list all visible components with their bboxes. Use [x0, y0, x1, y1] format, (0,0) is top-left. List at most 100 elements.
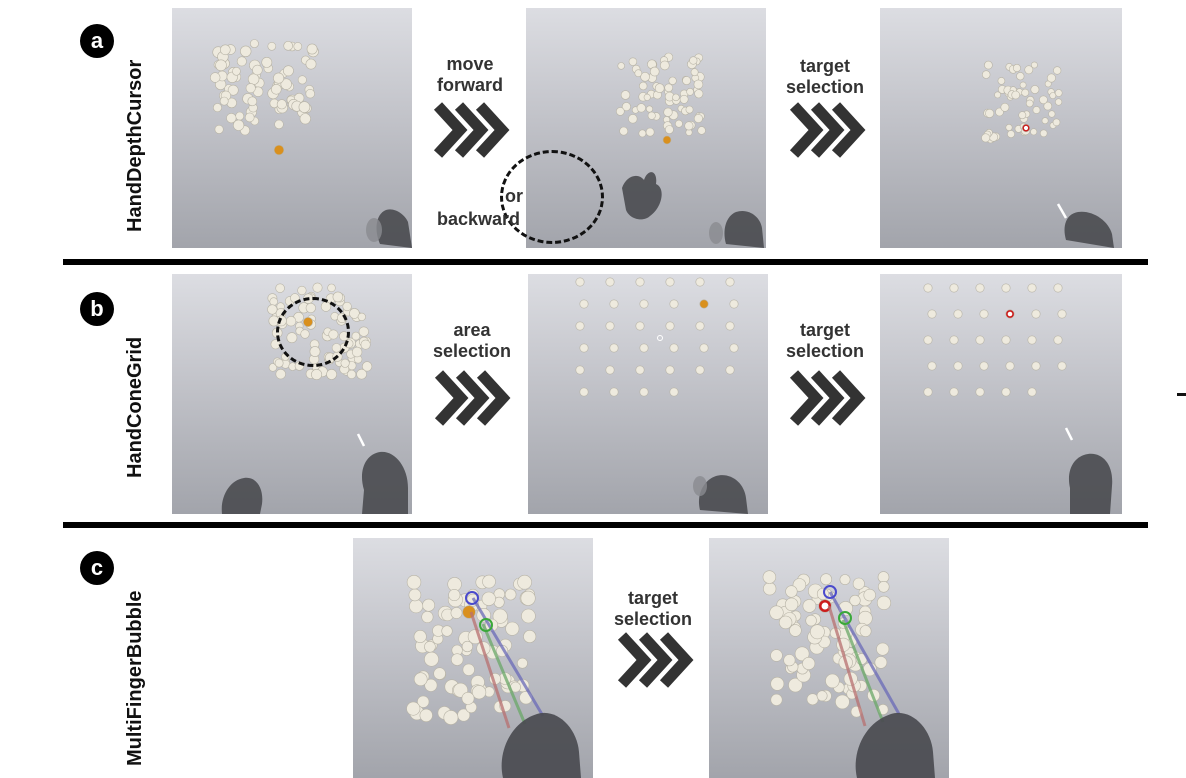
- sphere-target: [297, 75, 307, 85]
- sphere-target: [609, 387, 619, 397]
- sphere-target: [406, 574, 422, 590]
- sphere-target: [647, 111, 656, 120]
- sphere-target: [360, 339, 371, 350]
- sphere-target: [953, 361, 963, 371]
- chevron-right-icon: [789, 102, 866, 158]
- sphere-target: [1055, 98, 1063, 106]
- sphere-target: [579, 299, 589, 309]
- sphere-target: [575, 277, 585, 287]
- sphere-target: [433, 667, 446, 680]
- sphere-target: [639, 299, 649, 309]
- sphere-target: [635, 277, 645, 287]
- divider-bottom: [63, 522, 1148, 528]
- sphere-target: [784, 597, 799, 612]
- step-label-line: target: [627, 588, 678, 608]
- sphere-target: [953, 309, 963, 319]
- badge-a: a: [80, 24, 114, 58]
- sphere-target: [639, 343, 649, 353]
- sphere-target: [520, 590, 536, 606]
- sphere-target: [351, 331, 361, 341]
- sphere-target: [579, 343, 589, 353]
- sphere-target: [516, 657, 528, 669]
- sphere-target: [305, 58, 317, 70]
- row-label-handdepthcursor: HandDepthCursor: [124, 59, 146, 232]
- sphere-target: [1001, 335, 1011, 345]
- sphere-target: [994, 91, 1001, 99]
- panel-a3: [880, 8, 1122, 248]
- step-label-line: selection: [785, 341, 865, 361]
- sphere-target: [693, 79, 704, 90]
- sphere-target: [327, 283, 336, 293]
- sphere-target: [979, 361, 989, 371]
- sphere-target: [505, 621, 520, 636]
- chevron-right-icon: [433, 102, 510, 158]
- sphere-target: [1057, 309, 1067, 319]
- sphere-target: [504, 588, 517, 601]
- chevron-right-icon: [434, 370, 511, 426]
- edge-mark: [1177, 393, 1186, 396]
- sphere-target: [274, 358, 284, 368]
- sphere-target: [825, 673, 840, 689]
- sphere-target: [859, 625, 872, 637]
- sphere-target: [1005, 361, 1015, 371]
- sphere-target: [729, 299, 739, 309]
- sphere-target: [245, 83, 256, 94]
- sphere-target: [949, 283, 959, 293]
- panel-c2: [709, 538, 949, 778]
- sphere-target: [521, 608, 536, 624]
- sphere-target: [1007, 130, 1015, 138]
- step-label-move-forward: move forward: [420, 54, 520, 96]
- sphere-target: [276, 99, 287, 110]
- sphere-target: [638, 81, 648, 91]
- sphere-target: [232, 119, 245, 131]
- sphere-target: [649, 66, 660, 77]
- sphere-target: [975, 335, 985, 345]
- sphere-target: [605, 321, 615, 331]
- sphere-target: [356, 368, 367, 380]
- sphere-target: [985, 108, 995, 118]
- sphere-target: [1052, 118, 1061, 127]
- sphere-target: [697, 126, 706, 135]
- sphere-target: [979, 309, 989, 319]
- sphere-target: [617, 62, 625, 70]
- step-label-line: target: [799, 320, 850, 340]
- sphere-target: [685, 105, 694, 114]
- row-label-multifingerbubble: MultiFingerBubble: [124, 590, 146, 766]
- sphere-target: [674, 119, 683, 128]
- sphere-target: [1031, 361, 1041, 371]
- step-label-line: selection: [785, 77, 865, 97]
- step-label-area-selection: area selection: [420, 320, 524, 362]
- sphere-target: [863, 588, 876, 602]
- sphere-target: [923, 283, 933, 293]
- sphere-target: [267, 304, 278, 315]
- sphere-target: [351, 346, 363, 358]
- sphere-target: [646, 105, 654, 113]
- sphere-target: [1019, 81, 1027, 89]
- sphere-target: [684, 121, 694, 131]
- sphere-target: [770, 676, 785, 691]
- sphere-target: [575, 365, 585, 375]
- sphere-target: [424, 641, 436, 653]
- sphere-target: [802, 599, 817, 613]
- sphere-target: [419, 708, 433, 722]
- sphere-target: [417, 695, 430, 708]
- sphere-target: [517, 574, 532, 590]
- sphere-target: [769, 605, 784, 620]
- sphere-target: [275, 283, 285, 293]
- chevron-right-icon: [789, 370, 866, 426]
- sphere-target: [682, 76, 691, 85]
- sphere-target: [274, 119, 284, 130]
- step-label-line: area: [453, 320, 491, 340]
- selection-ring-icon: [1007, 311, 1013, 317]
- sphere-target: [461, 691, 475, 705]
- sphere-target: [406, 701, 421, 716]
- sphere-target: [579, 387, 589, 397]
- badge-c: c: [80, 551, 114, 585]
- sphere-target: [669, 387, 679, 397]
- sphere-target: [770, 649, 783, 662]
- sphere-target: [1000, 102, 1010, 112]
- sphere-target: [663, 107, 673, 117]
- sphere-target: [575, 321, 585, 331]
- sphere-target: [923, 335, 933, 345]
- sphere-target: [214, 124, 224, 134]
